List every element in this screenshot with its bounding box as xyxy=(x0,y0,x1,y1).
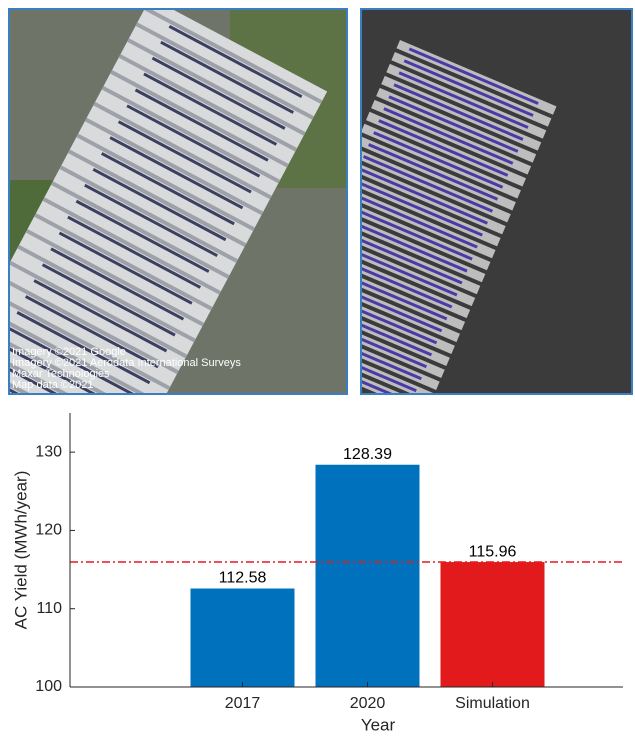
panel-row xyxy=(151,56,286,130)
roof-ridge xyxy=(143,8,323,104)
panel-row xyxy=(134,88,269,162)
panel-row xyxy=(360,203,473,261)
panel-row xyxy=(368,143,499,201)
roof-ridge xyxy=(8,292,171,390)
x-axis-title: Year xyxy=(361,715,396,734)
bar xyxy=(315,464,420,687)
panel-row xyxy=(373,131,504,189)
panel-row xyxy=(75,199,210,273)
panel-row xyxy=(100,152,235,226)
panel-row xyxy=(33,279,168,353)
panel-row xyxy=(378,119,509,177)
photo-credit: Maxar Technologies xyxy=(12,368,110,380)
panel-row xyxy=(8,326,142,395)
roof-ridge xyxy=(76,133,255,232)
panel-row xyxy=(143,72,278,146)
render-border xyxy=(360,8,633,395)
panel-row xyxy=(67,215,202,289)
panel-row xyxy=(8,374,117,395)
roof-ridge xyxy=(8,340,145,395)
roof-ridge xyxy=(135,22,315,120)
panel-row xyxy=(360,274,443,333)
photo-credit: Imagery ©2021 Google xyxy=(12,346,126,358)
panel-row xyxy=(160,40,294,114)
roof-ridge xyxy=(67,149,247,247)
x-tick-label: 2020 xyxy=(350,695,386,712)
panel-row xyxy=(403,59,534,117)
panel-row xyxy=(360,214,468,273)
panel-row xyxy=(388,95,519,153)
panel-row xyxy=(8,358,125,395)
panel-row xyxy=(360,322,422,381)
roof-ridge xyxy=(42,197,222,295)
panel-row xyxy=(117,120,252,194)
roof xyxy=(8,8,328,395)
roof-strip xyxy=(360,315,440,390)
roof-ridge xyxy=(110,70,289,168)
roof-ridge xyxy=(25,228,205,327)
x-tick-label: 2017 xyxy=(225,695,261,712)
y-tick-label: 110 xyxy=(36,600,62,617)
aerial-photo xyxy=(8,8,348,395)
roof-ridge xyxy=(127,38,306,136)
panel-row xyxy=(383,107,514,165)
panel-row xyxy=(50,247,185,321)
roof-ridge xyxy=(8,276,179,375)
panel-row xyxy=(360,226,463,285)
roof-ridge xyxy=(17,244,196,343)
bar xyxy=(440,562,545,687)
simulation-render xyxy=(360,8,633,395)
panel-row xyxy=(362,155,494,213)
panel-row xyxy=(24,295,159,369)
value-label: 128.39 xyxy=(343,446,392,463)
bar xyxy=(190,588,295,687)
panel-row xyxy=(360,179,483,237)
roof-ridge xyxy=(93,101,272,200)
panel-row xyxy=(360,191,478,249)
roof-ridge xyxy=(8,260,188,359)
y-axis-title: AC Yield (MWh/year) xyxy=(11,471,30,630)
roof-ridge xyxy=(59,165,238,263)
panel-row xyxy=(58,231,193,305)
panel-row xyxy=(41,263,176,337)
roof-ridge xyxy=(51,181,230,279)
panel-row xyxy=(84,183,218,257)
value-label: 112.58 xyxy=(219,570,267,587)
roof-ridge xyxy=(8,308,162,395)
panel-row xyxy=(393,83,524,141)
y-tick-label: 100 xyxy=(35,678,62,695)
panel-row xyxy=(360,238,458,297)
panel-row xyxy=(92,168,227,242)
panel-row xyxy=(168,24,303,99)
x-tick-label: Simulation xyxy=(455,695,530,712)
panel-row xyxy=(398,71,529,129)
roof-ridge xyxy=(8,324,154,395)
panel-row xyxy=(408,47,539,105)
y-tick-label: 130 xyxy=(35,443,62,460)
panel-row xyxy=(126,104,261,178)
roof-ridge xyxy=(34,213,213,311)
panel-row xyxy=(109,136,244,210)
panel-row xyxy=(8,342,134,395)
photo-credit: Map data ©2021 xyxy=(12,379,94,391)
panel-row xyxy=(360,167,488,225)
roof-ridge xyxy=(84,117,264,216)
roof-ridge xyxy=(118,54,298,152)
photo-border xyxy=(8,8,348,395)
panel-row xyxy=(360,346,412,395)
roof-strip xyxy=(360,327,435,395)
y-tick-label: 120 xyxy=(35,522,62,539)
panel-row xyxy=(360,334,417,393)
value-label: 115.96 xyxy=(469,543,517,560)
panel-row xyxy=(16,311,151,385)
panel-row xyxy=(360,262,448,321)
panel-row xyxy=(360,298,433,357)
photo-credit: Imagery ©2021 Aerodata International Sur… xyxy=(12,357,241,369)
roof-ridge xyxy=(101,85,281,184)
panel-row xyxy=(360,250,453,309)
panel-row xyxy=(360,286,438,345)
